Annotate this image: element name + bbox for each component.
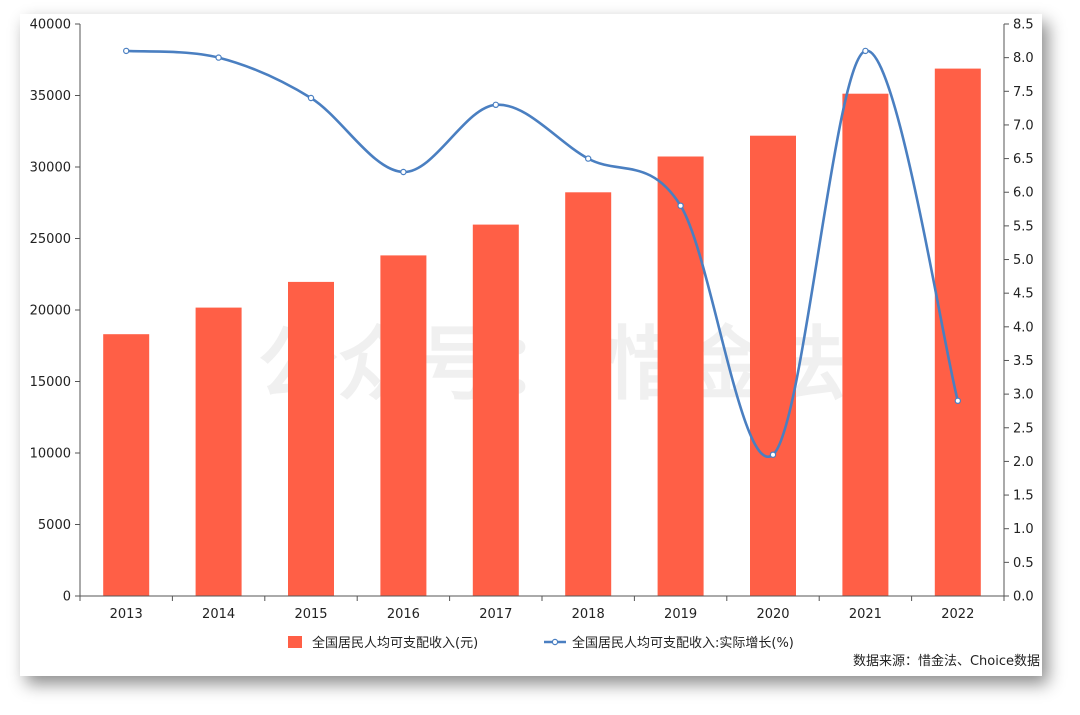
x-tick-label: 2021: [849, 607, 882, 622]
x-tick-label: 2015: [294, 607, 327, 622]
y-left-tick-label: 10000: [30, 447, 71, 462]
watermark: 公众号： 惜金法: [258, 318, 846, 411]
growth-point-2022: [954, 397, 962, 404]
data-source-note: 数据来源：惜金法、Choice数据: [853, 653, 1040, 669]
y-right-tick-label: 5.5: [1013, 219, 1034, 234]
y-right-tick-label: 7.0: [1013, 118, 1034, 133]
growth-point-2015: [307, 94, 315, 102]
x-tick-label: 2019: [664, 607, 697, 622]
x-tick-label: 2018: [572, 607, 605, 622]
y-left-tick-label: 5000: [38, 518, 71, 533]
y-right-tick-label: 3.0: [1013, 388, 1034, 403]
growth-point-2021: [862, 47, 869, 55]
x-tick-label: 2017: [479, 607, 512, 622]
y-right-tick-label: 6.0: [1013, 186, 1034, 201]
growth-point-2018: [585, 155, 592, 162]
growth-point-2017: [492, 101, 499, 109]
y-left-tick-label: 15000: [30, 375, 71, 390]
y-right-tick-label: 2.5: [1013, 421, 1034, 436]
legend-swatch-income: [288, 636, 302, 648]
bar-2021: [842, 93, 889, 596]
growth-point-2019: [677, 202, 684, 209]
axes: 0 5000 10000 15000 20000 25000 30000 35000 40000…: [30, 18, 1034, 623]
x-tick-label: 2014: [202, 607, 235, 622]
bar-2013: [103, 334, 150, 596]
bar-2015: [288, 281, 334, 596]
y-left-tick-label: 40000: [30, 18, 71, 33]
line-series: [122, 47, 962, 459]
y-right-tick-label: 0.5: [1013, 556, 1034, 571]
bar-2018: [565, 192, 612, 597]
y-right-tick-label: 6.5: [1013, 152, 1034, 167]
y-left-tick-label: 35000: [30, 89, 71, 104]
legend-label-income: 全国居民人均可支配收入(元): [312, 635, 478, 651]
bar-2020: [750, 135, 796, 596]
legend-label-growth: 全国居民人均可支配收入:实际增长(%): [572, 635, 794, 651]
y-right-tick-label: 0.0: [1013, 590, 1034, 605]
y-right-tick-label: 8.0: [1013, 51, 1034, 66]
y-right-tick-label: 1.5: [1013, 489, 1034, 504]
y-right-tick-label: 5.0: [1013, 253, 1034, 268]
y-right-tick-label: 4.5: [1013, 287, 1034, 302]
y-right-tick-label: 3.5: [1013, 354, 1034, 369]
y-right-tick-label: 4.0: [1013, 320, 1034, 335]
x-tick-label: 2013: [110, 607, 143, 622]
y-left-tick-label: 25000: [30, 232, 71, 247]
y-right-tick-label: 1.0: [1013, 522, 1034, 537]
growth-point-2020: [769, 451, 777, 458]
x-tick-label: 2016: [387, 607, 420, 622]
x-tick-label: 2020: [756, 607, 789, 622]
y-right-tick-label: 7.5: [1013, 85, 1034, 100]
bar-2016: [380, 255, 427, 596]
growth-point-2013: [122, 47, 130, 55]
chart-card: 公众号： 惜金法 0 5000 10000 15000 20000 25000 30000 3…: [20, 14, 1042, 676]
legend: 全国居民人均可支配收入(元) 全国居民人均可支配收入:实际增长(%): [288, 635, 794, 651]
y-left-tick-label: 30000: [30, 161, 71, 176]
growth-point-2014: [215, 54, 222, 61]
growth-point-2016: [400, 168, 407, 176]
bar-2014: [195, 307, 242, 596]
bar-2017: [472, 224, 519, 596]
y-right-tick-label: 2.0: [1013, 455, 1034, 470]
y-right-tick-label: 8.5: [1013, 18, 1034, 33]
y-left-tick-label: 20000: [30, 304, 71, 319]
x-tick-label: 2022: [941, 607, 974, 622]
bar-2019: [657, 156, 704, 596]
legend-marker-growth: [551, 638, 559, 646]
combo-chart: 公众号： 惜金法 0 5000 10000 15000 20000 25000 30000 3…: [30, 18, 1040, 670]
y-left-tick-label: 0: [63, 590, 71, 605]
bar-2022: [934, 68, 981, 597]
